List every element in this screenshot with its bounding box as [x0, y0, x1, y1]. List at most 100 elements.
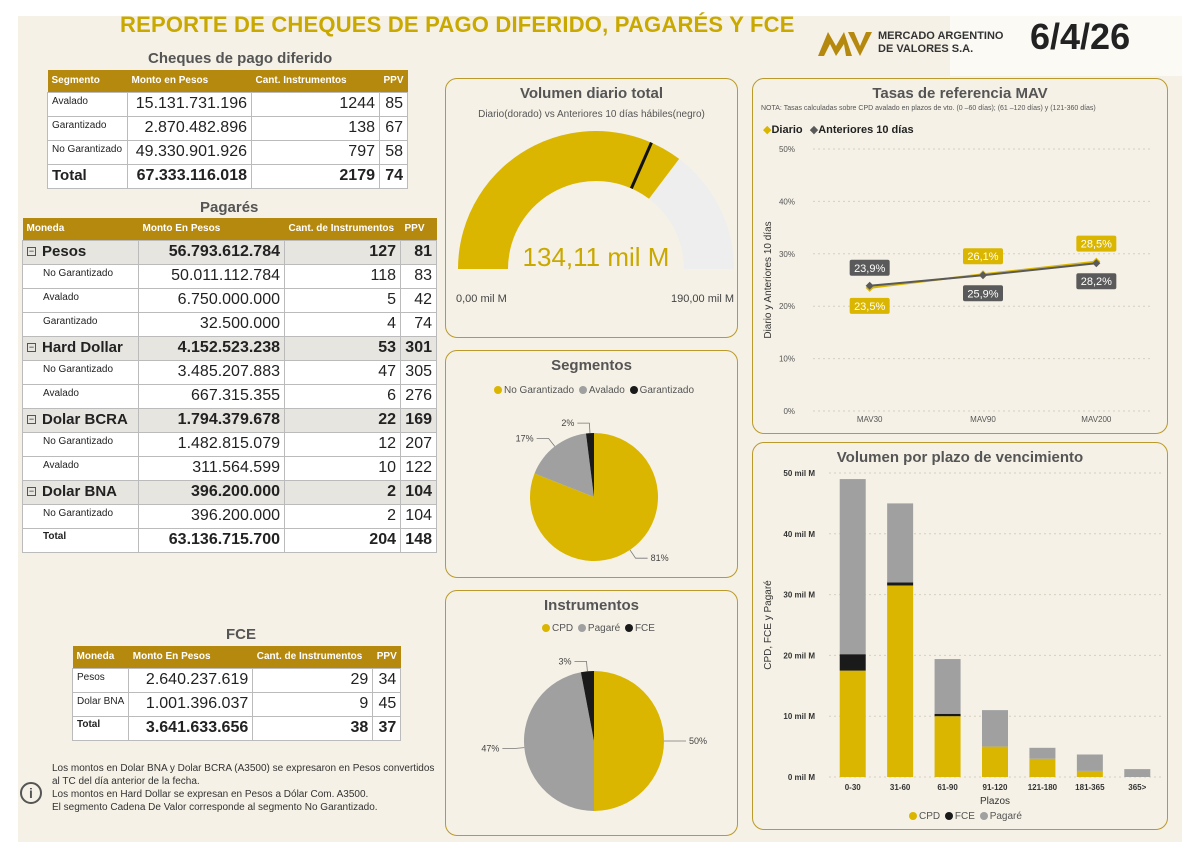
line-data-label-bg [963, 248, 1003, 265]
legend-fce: FCE [634, 623, 655, 634]
pie-leader-line [502, 747, 525, 749]
cheques-row-label: Avalado [52, 95, 88, 107]
line-ytick-label: 20% [779, 302, 795, 311]
gauge-subtitle: Diario(dorado) vs Anteriores 10 días háb… [478, 109, 705, 120]
pagares-row-cant: 4 [284, 311, 401, 337]
cheques-header-3[interactable]: PPV [379, 70, 408, 92]
line-point[interactable] [979, 271, 987, 280]
pie-slice-fce[interactable] [580, 671, 594, 741]
pagares-group-row-label: Dolar BNA [42, 482, 118, 500]
gauge-max-label: 190,00 mil M [671, 293, 734, 305]
fce-row: Dolar BNA 1.001.396.037 9 45 [71, 691, 402, 717]
bar-segment-pagare[interactable] [1076, 754, 1103, 771]
pagares-group-row: − Dolar BNA 396.200.000 2 104 [22, 479, 437, 505]
pagares-group-row-label-cell[interactable]: − Hard Dollar [22, 335, 139, 361]
pagares-header-2[interactable]: Cant. de Instrumentos [284, 218, 401, 240]
pagares-group-row-cant: 53 [284, 335, 401, 361]
legend-dot-no-garantizado [494, 386, 502, 394]
cheques-total-row-label: Total [52, 166, 87, 184]
bar-segment-pagare[interactable] [1029, 747, 1056, 759]
cheques-row: Garantizado 2.870.482.896 138 67 [47, 115, 409, 141]
bar-xtick-label: 365> [1128, 783, 1146, 792]
fce-row-cant: 9 [252, 691, 374, 717]
fce-header-2[interactable]: Cant. de Instrumentos [252, 646, 373, 668]
bar-segment-cpd[interactable] [982, 746, 1008, 777]
pagares-row: Avalado 667.315.355 6 276 [22, 383, 437, 409]
pagares-header-3[interactable]: PPV [400, 218, 437, 240]
legend-dot-fce [624, 624, 633, 632]
pagares-group-row-cant: 22 [284, 407, 401, 433]
bar-segment-pagare[interactable] [839, 479, 866, 655]
legend-dot-avalado [578, 386, 587, 394]
fce-table: Moneda Monto En Pesos Cant. de Instrumento… [71, 646, 402, 741]
cheques-header-0[interactable]: Segmento [47, 70, 128, 92]
pie-slice-cpd[interactable] [594, 671, 664, 811]
pagares-group-row-label-cell[interactable]: − Dolar BCRA [22, 407, 139, 433]
cheques-header-2[interactable]: Cant. Instrumentos [251, 70, 380, 92]
fce-total-row-cant: 38 [252, 715, 374, 741]
bar-segment-fce[interactable] [887, 582, 914, 586]
pagares-row-cant: 10 [284, 455, 401, 481]
pagares-group-row-label-cell[interactable]: − Pesos [22, 239, 139, 265]
bar-segment-cpd[interactable] [1076, 770, 1103, 777]
cheques-row: Avalado 15.131.731.196 1244 85 [47, 91, 409, 117]
cheques-total-row-ppv: 74 [378, 163, 409, 189]
bar-segment-cpd[interactable] [887, 585, 914, 777]
pagares-row-label: No Garantizado [43, 507, 114, 519]
bar-segment-fce[interactable] [839, 654, 866, 671]
fce-total-row-label-cell: Total [71, 715, 130, 741]
pagares-row-monto: 3.485.207.883 [138, 359, 285, 385]
bar-legend-dot-fce [944, 812, 953, 820]
pie-slice-pagaré[interactable] [523, 672, 594, 811]
pagares-total-row-ppv: 148 [400, 527, 437, 553]
bar-segment-pagare[interactable] [934, 659, 961, 714]
bar-segment-fce[interactable] [934, 713, 961, 717]
pie-value-label: 47% [481, 744, 499, 754]
collapse-icon[interactable]: − [27, 413, 36, 424]
pie-slice-garantizado[interactable] [585, 433, 594, 497]
pie-leader-line [536, 438, 556, 447]
bar-segment-pagare[interactable] [887, 503, 914, 583]
fce-row-label-cell: Dolar BNA [71, 691, 130, 717]
line-point[interactable] [865, 281, 874, 290]
fce-row-label: Pesos [77, 671, 105, 683]
bar-segment-pagare[interactable] [982, 710, 1008, 747]
bar-segment-cpd[interactable] [934, 716, 961, 777]
bar-legend-fce: FCE [954, 811, 975, 822]
pie-leader-line [574, 660, 588, 672]
collapse-icon[interactable]: − [27, 485, 36, 496]
line-data-label: 23,9% [854, 263, 885, 275]
gauge-value-arc [458, 130, 680, 269]
legend-anteriores: Anteriores 10 días [818, 124, 914, 136]
bar-segment-cpd[interactable] [1029, 758, 1056, 777]
cheques-total-row-label-cell: Total [47, 163, 128, 189]
pagares-row-ppv: 74 [400, 311, 437, 337]
fce-title: FCE [226, 626, 256, 643]
tasas-line-chart: 0% 10% 20% 30% 40% 50% Diario y Anteriores 10 … [763, 145, 1153, 424]
bar-segment-pagare[interactable] [1124, 769, 1151, 777]
cheques-row-label-cell: No Garantizado [47, 139, 128, 165]
collapse-icon[interactable]: − [27, 245, 36, 256]
fce-header-1[interactable]: Monto En Pesos [128, 646, 253, 668]
fce-header-0[interactable]: Moneda [72, 646, 129, 668]
pagares-row-ppv: 104 [400, 503, 437, 529]
instrumentos-legend: CPD Pagaré FCE [542, 623, 655, 634]
pagares-group-row-label: Pesos [42, 242, 87, 260]
report-date: 6/4/26 [1030, 16, 1131, 57]
pagares-row-label: Avalado [43, 459, 79, 471]
pagares-row-cant: 118 [284, 263, 401, 289]
cheques-header-1[interactable]: Monto en Pesos [127, 70, 252, 92]
pagares-group-row-label-cell[interactable]: − Dolar BNA [22, 479, 139, 505]
fce-header-3[interactable]: PPV [372, 646, 401, 668]
pie-slice-avalado[interactable] [534, 433, 594, 497]
line-data-label-bg [963, 285, 1003, 302]
collapse-icon[interactable]: − [27, 341, 36, 352]
line-ytick-label: 10% [779, 355, 795, 364]
line-point[interactable] [1092, 259, 1101, 268]
pagares-header-0[interactable]: Moneda [22, 218, 139, 240]
pagares-row-label-cell: Avalado [22, 455, 139, 481]
pagares-group-row: − Dolar BCRA 1.794.379.678 22 169 [22, 407, 437, 433]
line-data-label-bg [1076, 235, 1117, 252]
bar-segment-cpd[interactable] [839, 670, 866, 777]
pagares-header-1[interactable]: Monto En Pesos [138, 218, 285, 240]
